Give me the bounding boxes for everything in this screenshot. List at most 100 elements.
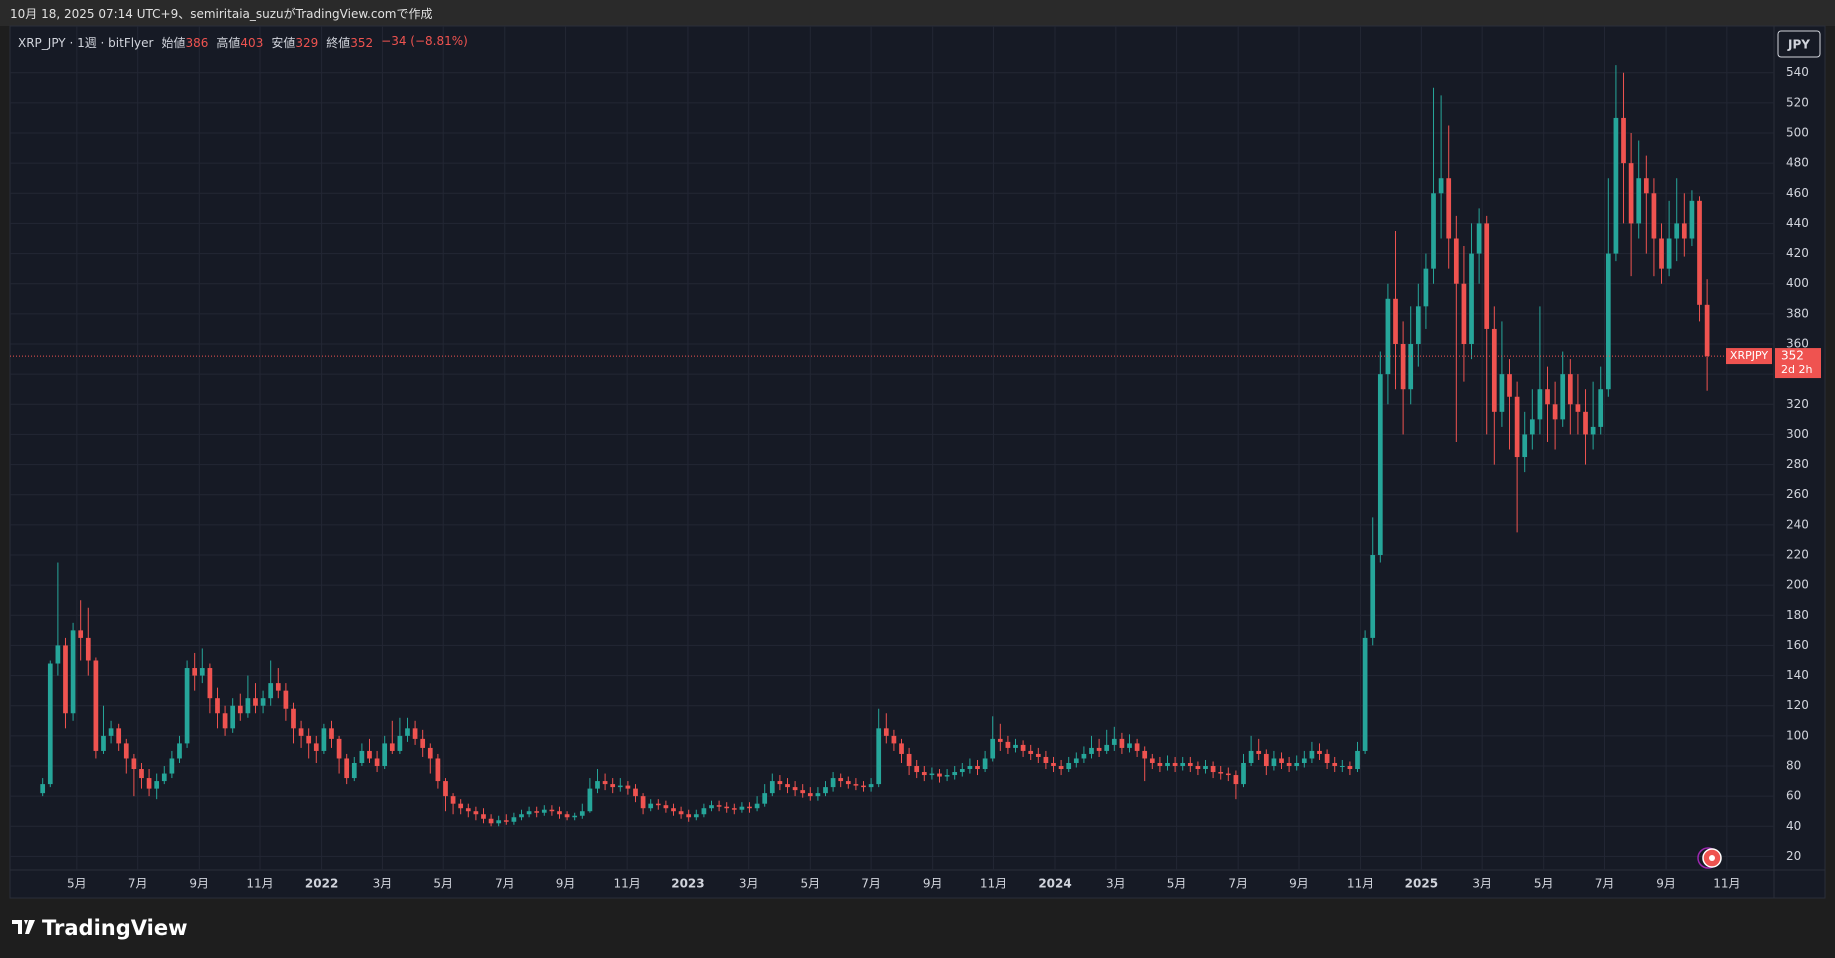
brand-logo <box>12 920 35 934</box>
candle-body <box>1241 762 1246 785</box>
candle-body <box>1355 750 1360 770</box>
candle-body <box>458 803 464 809</box>
candle-body <box>177 743 182 759</box>
y-tick-label: 440 <box>1786 216 1809 230</box>
candle-body <box>1666 238 1672 269</box>
y-tick-label: 180 <box>1786 608 1809 622</box>
candle-body <box>1104 744 1110 751</box>
symbol-tag-label: XRPJPY <box>1730 349 1768 362</box>
candle-body <box>184 668 190 744</box>
candle-body <box>1066 762 1072 770</box>
candle-body <box>625 785 631 789</box>
y-tick-label: 220 <box>1786 548 1809 562</box>
candle-body <box>1051 762 1056 767</box>
candle-body <box>329 728 334 739</box>
y-tick-label: 100 <box>1786 728 1809 742</box>
candle-body <box>55 645 61 664</box>
candle-body <box>123 743 129 759</box>
x-tick-label: 5月 <box>1167 877 1187 891</box>
candle-body <box>1013 744 1018 748</box>
candle-body <box>1643 178 1649 194</box>
candle-body <box>1659 238 1664 269</box>
legend-open: 始値386 <box>161 34 208 51</box>
candle-body <box>268 683 274 699</box>
candle-body <box>1446 178 1452 239</box>
candle-body <box>321 728 327 751</box>
candle-body <box>1583 411 1588 435</box>
candle-body <box>412 728 418 739</box>
candle-body <box>648 803 654 809</box>
candle-body <box>336 738 342 759</box>
candle-body <box>564 814 570 818</box>
candle-body <box>1035 753 1041 757</box>
y-tick-label: 300 <box>1786 427 1809 441</box>
candle-body <box>663 805 669 809</box>
candle-body <box>891 735 897 744</box>
y-tick-label: 480 <box>1786 156 1809 170</box>
candle-body <box>807 793 813 797</box>
candle-body <box>351 762 357 779</box>
candle-body <box>617 785 623 788</box>
candle-body <box>1590 426 1596 435</box>
y-tick-label: 260 <box>1786 487 1809 501</box>
candle-body <box>739 806 745 810</box>
candle-body <box>549 809 555 812</box>
y-tick-label: 140 <box>1786 668 1809 682</box>
candle-body <box>427 747 433 759</box>
candle-body <box>85 637 91 661</box>
candle-body <box>1453 238 1459 284</box>
brand: TradingView <box>42 916 187 940</box>
candle-body <box>1575 404 1581 412</box>
candle-body <box>435 758 441 782</box>
y-tick-label: 460 <box>1786 186 1809 200</box>
candle-body <box>222 713 228 729</box>
candle-body <box>1415 306 1421 345</box>
candle-body <box>382 743 388 767</box>
candle-body <box>579 811 585 816</box>
candle-body <box>1362 637 1368 751</box>
candle-body <box>420 738 426 748</box>
candle-body <box>534 811 540 813</box>
candle-body <box>929 773 935 776</box>
candle-body <box>1127 743 1132 748</box>
legend-high: 高値403 <box>216 34 263 51</box>
candle-body <box>1552 404 1558 420</box>
x-tick-label: 7月 <box>861 877 881 891</box>
candle-body <box>450 796 456 804</box>
candle-body <box>1393 298 1398 345</box>
candle-body <box>944 775 950 777</box>
candle-body <box>63 645 68 714</box>
candle-body <box>344 758 350 779</box>
candle-body <box>1294 762 1300 767</box>
candle-body <box>526 811 532 815</box>
candle-body <box>405 728 410 736</box>
x-tick-label: 3月 <box>1106 877 1126 891</box>
candle-body <box>1522 434 1528 458</box>
currency: JPY <box>1787 38 1810 52</box>
x-tick-label: 3月 <box>739 877 759 891</box>
candle-body <box>1256 750 1262 754</box>
legend: XRP_JPY · 1週 · bitFlyer 始値386 高値403 安値32… <box>18 34 468 51</box>
candle-body <box>678 811 684 815</box>
candle-body <box>769 781 775 794</box>
alert-icon[interactable] <box>1697 847 1722 869</box>
candle-body <box>1119 738 1125 748</box>
candle-body <box>572 815 578 818</box>
candle-body <box>443 781 448 797</box>
candle-body <box>686 814 692 818</box>
currency-box[interactable] <box>1777 30 1821 58</box>
candle-body <box>230 705 236 729</box>
x-tick-label: 7月 <box>1228 877 1248 891</box>
x-tick-label: 3月 <box>373 877 393 891</box>
candle-body <box>1225 773 1231 776</box>
candle-body <box>488 818 494 824</box>
candle-body <box>952 772 958 776</box>
candle-body <box>1674 223 1680 239</box>
candle-body <box>465 808 471 812</box>
candle-body <box>823 787 828 794</box>
candle-body <box>1636 178 1642 224</box>
candle-body <box>1339 766 1345 768</box>
candle-body <box>853 784 859 786</box>
candle-body <box>602 781 608 785</box>
